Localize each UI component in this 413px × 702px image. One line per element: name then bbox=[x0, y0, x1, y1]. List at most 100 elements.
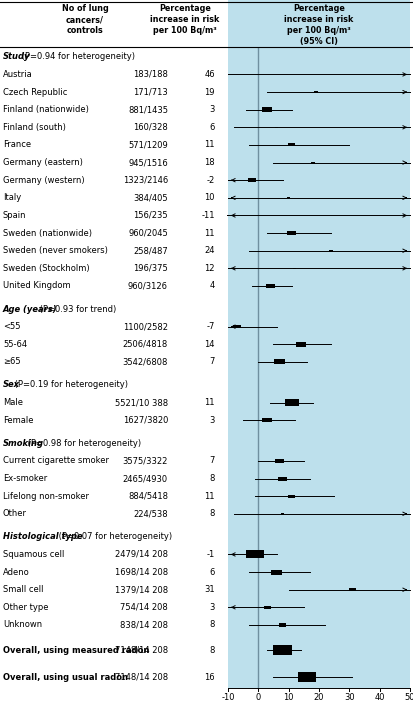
Bar bbox=[233, 325, 240, 329]
Text: 7148/14 208: 7148/14 208 bbox=[114, 673, 168, 682]
Bar bbox=[310, 161, 314, 164]
Bar bbox=[297, 672, 316, 682]
Text: Italy: Italy bbox=[3, 193, 21, 202]
Text: 7: 7 bbox=[209, 456, 214, 465]
Text: 6: 6 bbox=[209, 123, 214, 132]
Text: Sweden (Stockholm): Sweden (Stockholm) bbox=[3, 264, 89, 273]
Text: France: France bbox=[3, 140, 31, 150]
Text: Other type: Other type bbox=[3, 603, 48, 612]
Bar bbox=[262, 107, 272, 112]
Text: 11: 11 bbox=[204, 398, 214, 407]
Bar bbox=[313, 91, 318, 93]
Text: 50: 50 bbox=[404, 693, 413, 702]
Bar bbox=[262, 418, 272, 423]
Text: 14: 14 bbox=[204, 340, 214, 349]
Text: 2479/14 208: 2479/14 208 bbox=[115, 550, 168, 559]
Text: 2465/4930: 2465/4930 bbox=[123, 474, 168, 483]
Text: 156/235: 156/235 bbox=[133, 211, 168, 220]
Text: 8: 8 bbox=[209, 509, 214, 518]
Bar bbox=[295, 342, 305, 347]
Bar bbox=[287, 231, 295, 235]
Text: 171/713: 171/713 bbox=[133, 88, 168, 97]
Text: 3575/3322: 3575/3322 bbox=[122, 456, 168, 465]
Bar bbox=[275, 459, 283, 463]
Text: Germany (western): Germany (western) bbox=[3, 176, 84, 185]
Text: Lifelong non-smoker: Lifelong non-smoker bbox=[3, 491, 89, 501]
Text: 3542/6808: 3542/6808 bbox=[122, 357, 168, 366]
Text: 960/2045: 960/2045 bbox=[128, 229, 168, 237]
Text: Sex: Sex bbox=[3, 380, 20, 390]
Text: (P=0.94 for heterogeneity): (P=0.94 for heterogeneity) bbox=[19, 53, 134, 61]
Bar bbox=[288, 495, 294, 498]
Bar bbox=[228, 0, 409, 688]
Text: Unknown: Unknown bbox=[3, 621, 42, 630]
Text: 1323/2146: 1323/2146 bbox=[122, 176, 168, 185]
Bar bbox=[271, 569, 281, 574]
Text: 18: 18 bbox=[204, 158, 214, 167]
Text: 571/1209: 571/1209 bbox=[128, 140, 168, 150]
Text: 46: 46 bbox=[204, 70, 214, 79]
Bar bbox=[288, 143, 294, 147]
Text: 4: 4 bbox=[209, 282, 214, 291]
Text: 16: 16 bbox=[204, 673, 214, 682]
Text: 6: 6 bbox=[209, 568, 214, 576]
Text: <55: <55 bbox=[3, 322, 21, 331]
Text: Percentage
increase in risk
per 100 Bq/m³: Percentage increase in risk per 100 Bq/m… bbox=[150, 4, 219, 35]
Text: 20: 20 bbox=[313, 693, 323, 702]
Text: 31: 31 bbox=[204, 585, 214, 594]
Text: 1627/3820: 1627/3820 bbox=[122, 416, 168, 425]
Text: (P=0.98 for heterogeneity): (P=0.98 for heterogeneity) bbox=[25, 439, 140, 448]
Text: 1698/14 208: 1698/14 208 bbox=[114, 568, 168, 576]
Text: 40: 40 bbox=[373, 693, 384, 702]
Text: 2506/4818: 2506/4818 bbox=[122, 340, 168, 349]
Text: 10: 10 bbox=[283, 693, 293, 702]
Text: Adeno: Adeno bbox=[3, 568, 30, 576]
Text: United Kingdom: United Kingdom bbox=[3, 282, 71, 291]
Bar bbox=[278, 477, 286, 480]
Text: 960/3126: 960/3126 bbox=[128, 282, 168, 291]
Text: Austria: Austria bbox=[3, 70, 33, 79]
Text: Finland (nationwide): Finland (nationwide) bbox=[3, 105, 89, 114]
Text: 224/538: 224/538 bbox=[133, 509, 168, 518]
Text: Spain: Spain bbox=[3, 211, 26, 220]
Text: (P=0.93 for trend): (P=0.93 for trend) bbox=[37, 305, 116, 314]
Text: Histological type: Histological type bbox=[3, 532, 83, 541]
Text: 183/188: 183/188 bbox=[133, 70, 168, 79]
Text: 8: 8 bbox=[209, 474, 214, 483]
Text: -7: -7 bbox=[206, 322, 214, 331]
Text: Smoking: Smoking bbox=[3, 439, 44, 448]
Text: 10: 10 bbox=[204, 193, 214, 202]
Text: -11: -11 bbox=[201, 211, 214, 220]
Text: Female: Female bbox=[3, 416, 33, 425]
Text: 945/1516: 945/1516 bbox=[128, 158, 168, 167]
Text: Male: Male bbox=[3, 398, 23, 407]
Text: 384/405: 384/405 bbox=[133, 193, 168, 202]
Text: Current cigarette smoker: Current cigarette smoker bbox=[3, 456, 109, 465]
Text: 258/487: 258/487 bbox=[133, 246, 168, 256]
Text: ≥65: ≥65 bbox=[3, 357, 21, 366]
Text: Other: Other bbox=[3, 509, 27, 518]
Text: 838/14 208: 838/14 208 bbox=[120, 621, 168, 630]
Text: 19: 19 bbox=[204, 88, 214, 97]
Text: Finland (south): Finland (south) bbox=[3, 123, 66, 132]
Text: 884/5418: 884/5418 bbox=[128, 491, 168, 501]
Text: Ex-smoker: Ex-smoker bbox=[3, 474, 47, 483]
Text: 8: 8 bbox=[209, 621, 214, 630]
Text: 7148/14 208: 7148/14 208 bbox=[114, 646, 168, 654]
Text: 24: 24 bbox=[204, 246, 214, 256]
Text: 5521/10 388: 5521/10 388 bbox=[114, 398, 168, 407]
Bar bbox=[396, 74, 398, 75]
Text: 3: 3 bbox=[209, 416, 214, 425]
Text: (P=0.07 for heterogeneity): (P=0.07 for heterogeneity) bbox=[56, 532, 172, 541]
Text: 3: 3 bbox=[209, 105, 214, 114]
Text: 55-64: 55-64 bbox=[3, 340, 27, 349]
Text: 0: 0 bbox=[255, 693, 260, 702]
Bar bbox=[226, 215, 228, 216]
Text: Czech Republic: Czech Republic bbox=[3, 88, 67, 97]
Bar bbox=[328, 250, 332, 251]
Text: Overall, using measured radon: Overall, using measured radon bbox=[3, 646, 149, 654]
Text: Germany (eastern): Germany (eastern) bbox=[3, 158, 83, 167]
Text: 11: 11 bbox=[204, 491, 214, 501]
Text: Study: Study bbox=[3, 53, 31, 61]
Bar bbox=[273, 359, 285, 364]
